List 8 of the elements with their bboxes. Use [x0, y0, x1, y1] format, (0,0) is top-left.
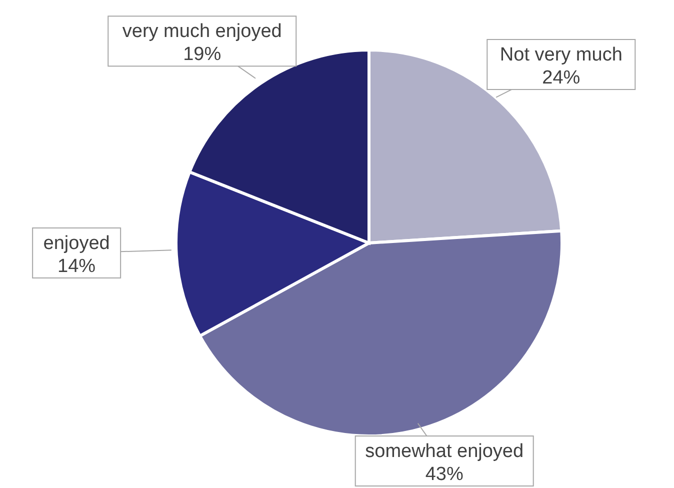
slice-label: very much enjoyed — [122, 21, 282, 42]
data-label: 19% — [183, 44, 222, 66]
data-label: 43% — [425, 464, 464, 485]
slice-label: enjoyed — [43, 232, 110, 254]
slice-label: Not very much — [500, 44, 622, 66]
data-label: 24% — [542, 68, 580, 89]
data-label: 14% — [58, 256, 96, 277]
slice-label: somewhat enjoyed — [365, 441, 524, 462]
